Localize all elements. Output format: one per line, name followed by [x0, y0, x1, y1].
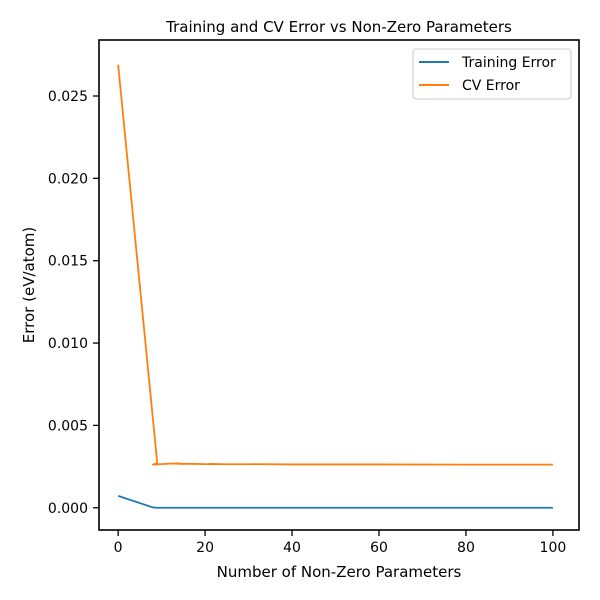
x-axis-label: Number of Non-Zero Parameters — [217, 563, 462, 581]
y-tick-label: 0.005 — [48, 418, 88, 434]
x-tick-label: 20 — [196, 540, 214, 556]
y-tick-label: 0.025 — [48, 89, 88, 105]
legend: Training Error CV Error — [412, 48, 572, 100]
x-tick-label: 40 — [283, 540, 301, 556]
y-axis-label: Error (eV/atom) — [20, 227, 38, 343]
y-tick-label: 0.015 — [48, 254, 88, 270]
x-tick-label: 60 — [370, 540, 388, 556]
x-tick-label: 80 — [457, 540, 475, 556]
series-line-cv-error — [117, 64, 553, 466]
y-tick-label: 0.010 — [48, 336, 88, 352]
plot-frame — [98, 39, 580, 531]
chart-title: Training and CV Error vs Non-Zero Parame… — [165, 18, 512, 36]
legend-label-training-error: Training Error — [461, 55, 556, 71]
series-layer — [117, 64, 553, 509]
plot-area — [99, 40, 579, 530]
x-tick-label: 100 — [540, 540, 567, 556]
axes-layer: 0 20 40 60 80 100 0.000 0.005 0.010 0.015 0.020 0.0… — [48, 89, 566, 556]
series-line-training-error — [117, 495, 553, 509]
x-tick-label: 0 — [114, 540, 123, 556]
y-tick-label: 0.020 — [48, 171, 88, 187]
legend-box — [412, 48, 572, 100]
legend-label-cv-error: CV Error — [462, 78, 520, 94]
y-tick-label: 0.000 — [48, 501, 88, 517]
